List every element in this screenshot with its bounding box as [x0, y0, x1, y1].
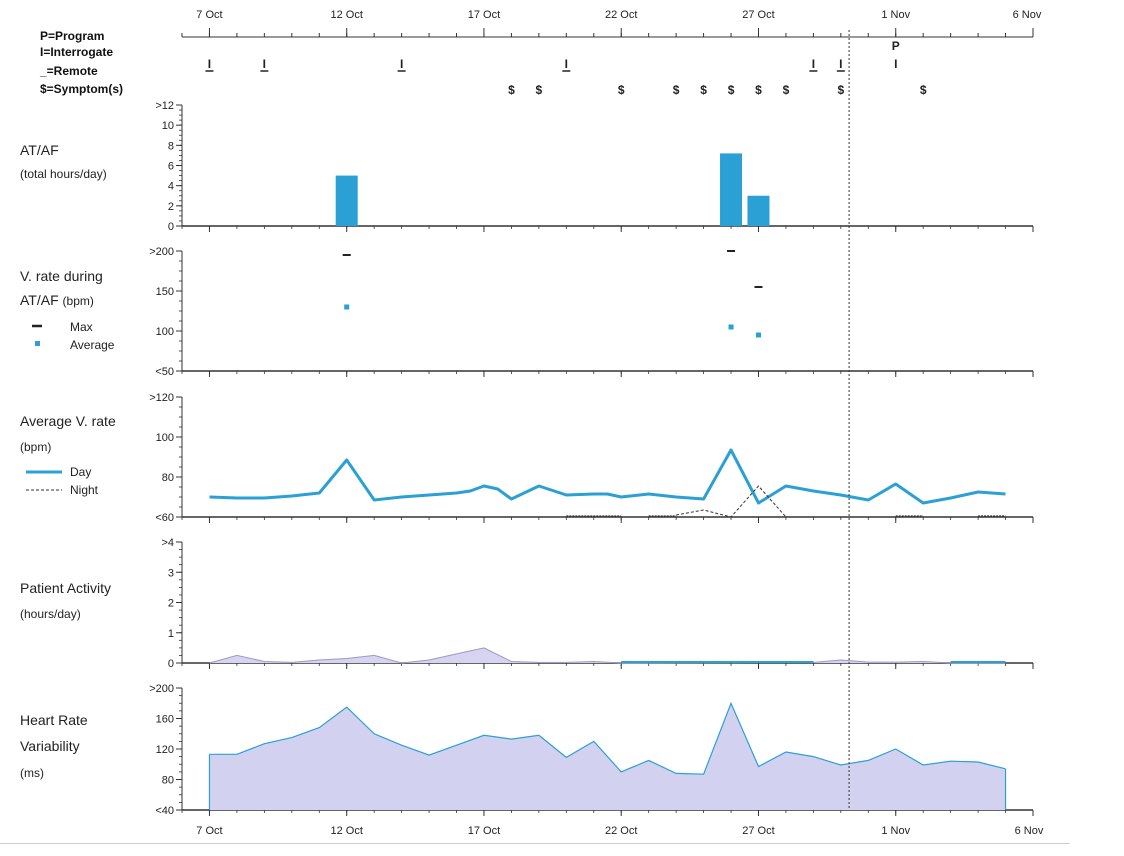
avgv-night-line [676, 485, 787, 518]
activity-y-tick-label: 2 [168, 598, 174, 610]
hrv-unit: (ms) [20, 766, 44, 780]
activity-y-tick-label: 1 [168, 628, 174, 640]
avgv-day-line [209, 448, 1006, 505]
symptom-mark: $ [783, 83, 790, 97]
atf-title: AT/AF [20, 142, 59, 158]
interrogate-mark: I [565, 57, 568, 71]
atf-y-tick-label: 2 [168, 201, 174, 213]
legend-interrogate: I=Interrogate [40, 45, 114, 59]
legend-symptom: $=Symptom(s) [40, 82, 124, 96]
avgv-y-tick-label: 80 [162, 472, 174, 484]
atf-bar [720, 153, 743, 226]
timeline-tick-label: 12 Oct [331, 9, 363, 21]
vrate-legend-max: Max [70, 320, 93, 334]
legend-remote: _=Remote [40, 64, 98, 78]
vrate-y-tick-label: 150 [156, 286, 174, 298]
interrogate-mark: I [894, 57, 897, 71]
vrate-title-line2: AT/AF (bpm) [20, 292, 94, 308]
atf-bar [747, 195, 770, 226]
atf-y-tick-label: >12 [155, 100, 174, 112]
avgv-unit: (bpm) [20, 440, 52, 454]
hrv-y-tick-label: >200 [149, 683, 174, 695]
hrv-x-tick-label: 22 Oct [605, 825, 637, 837]
vrate-legend-avg-glyph [35, 341, 40, 346]
activity-line [209, 647, 1006, 664]
avgv-y-tick-label: >120 [149, 392, 174, 404]
vrate-avg-mark [344, 304, 350, 310]
vrate-avg-mark [728, 324, 734, 330]
activity-area [209, 647, 1006, 663]
hrv-x-tick-label: 12 Oct [331, 825, 363, 837]
symptom-mark: $ [536, 83, 543, 97]
vrate-legend-avg: Average [70, 338, 115, 352]
atf-y-tick-label: 8 [168, 140, 174, 152]
symptom-mark: $ [673, 83, 680, 97]
symptom-mark: $ [728, 83, 735, 97]
symptom-mark: $ [837, 83, 844, 97]
symptom-mark: $ [700, 83, 707, 97]
atf-unit: (total hours/day) [20, 167, 107, 181]
hrv-y-tick-label: 80 [162, 775, 174, 787]
atf-y-tick-label: 4 [168, 181, 174, 193]
hrv-line [209, 701, 1006, 775]
activity-y-tick-label: >4 [161, 537, 174, 549]
atf-y-tick-label: 10 [162, 120, 174, 132]
hrv-title-line1: Heart Rate [20, 712, 88, 728]
timeline-tick-label: 27 Oct [742, 9, 774, 21]
timeline-tick-label: 1 Nov [881, 9, 910, 21]
vrate-title-line2-text: AT/AF [20, 292, 59, 308]
timeline-tick-label: 7 Oct [196, 9, 222, 21]
symptom-mark: $ [508, 83, 515, 97]
hrv-x-tick-label: 27 Oct [742, 825, 774, 837]
activity-title: Patient Activity [20, 580, 112, 596]
interrogate-mark: I [812, 57, 815, 71]
symptom-mark: $ [920, 83, 927, 97]
avgv-y-tick-label: 100 [156, 432, 174, 444]
atf-y-tick-label: 0 [168, 221, 174, 233]
hrv-y-tick-label: 160 [156, 714, 174, 726]
vrate-unit: (bpm) [62, 294, 94, 308]
avgv-legend-night: Night [70, 483, 99, 497]
activity-y-tick-label: 3 [168, 567, 174, 579]
activity-y-tick-label: 0 [168, 658, 174, 670]
avgv-title: Average V. rate [20, 413, 116, 429]
interrogate-mark: I [400, 57, 403, 71]
interrogate-mark: I [263, 57, 266, 71]
hrv-y-tick-label: 120 [156, 744, 174, 756]
hrv-x-tick-label: 1 Nov [881, 825, 910, 837]
interrogate-mark: I [208, 57, 211, 71]
legend-program: P=Program [40, 29, 105, 43]
hrv-x-tick-label: 17 Oct [468, 825, 500, 837]
program-mark: P [892, 39, 900, 53]
bottom-divider [0, 843, 1070, 844]
vrate-y-tick-label: <50 [155, 366, 174, 378]
vrate-title-line1: V. rate during [20, 268, 103, 284]
atf-bar [335, 175, 358, 226]
timeline-tick-label: 17 Oct [468, 9, 500, 21]
vrate-y-tick-label: 100 [156, 326, 174, 338]
hrv-x-tick-label: 7 Oct [196, 825, 222, 837]
activity-unit: (hours/day) [20, 607, 81, 621]
hrv-title-line2: Variability [20, 738, 80, 754]
timeline-tick-label: 22 Oct [605, 9, 637, 21]
vrate-y-tick-label: >200 [149, 246, 174, 258]
avgv-y-tick-label: <60 [155, 512, 174, 524]
hrv-x-tick-label: 6 Nov [1015, 825, 1044, 837]
atf-y-tick-label: 6 [168, 161, 174, 173]
hrv-y-tick-label: <40 [155, 805, 174, 817]
symptom-mark: $ [618, 83, 625, 97]
interrogate-mark: I [839, 57, 842, 71]
symptom-mark: $ [755, 83, 762, 97]
timeline-tick-label: 6 Nov [1013, 9, 1042, 21]
vrate-avg-mark [755, 332, 761, 338]
avgv-legend-day: Day [70, 465, 92, 479]
